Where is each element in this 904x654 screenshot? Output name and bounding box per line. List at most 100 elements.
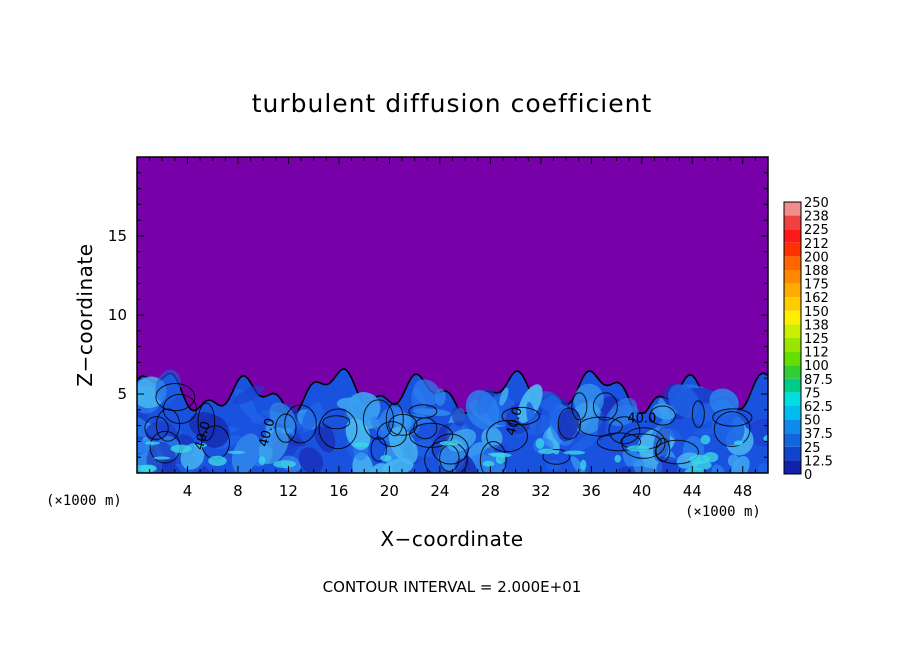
- contour-line: [621, 427, 666, 459]
- colorbar-label: 12.5: [804, 454, 833, 469]
- contour-line: [155, 408, 181, 442]
- contour-line: [596, 432, 642, 452]
- x-tick-label: 48: [733, 482, 752, 500]
- turbulence-eddy: [748, 418, 768, 447]
- colorbar-label: 125: [804, 332, 829, 347]
- turbulence-eddy: [314, 406, 327, 428]
- colorbar-frame: [783, 201, 802, 475]
- contour-line: [542, 448, 571, 465]
- contour-line: [409, 422, 454, 448]
- contour-label: 40.0: [256, 417, 278, 449]
- colorbar-label: 62.5: [804, 400, 833, 415]
- colorbar-label: 87.5: [804, 373, 833, 388]
- x-tick-label: 4: [183, 482, 193, 500]
- x-tick-label: 8: [233, 482, 243, 500]
- colorbar-label: 250: [804, 196, 829, 211]
- colorbar-label: 200: [804, 250, 829, 265]
- contour-line: [578, 416, 623, 437]
- contour-line: [318, 408, 358, 450]
- turbulence-eddy: [563, 450, 586, 455]
- colorbar-label: 25: [804, 441, 821, 456]
- turbulence-eddy: [546, 459, 562, 472]
- x-tick-label: 12: [279, 482, 298, 500]
- turbulence-eddy: [495, 454, 506, 465]
- colorbar-swatch: [784, 283, 801, 298]
- turbulence-eddy: [258, 427, 289, 465]
- turbulence-eddy: [170, 444, 192, 453]
- turbulence-eddy: [258, 456, 266, 465]
- turbulence-eddy: [137, 416, 151, 437]
- turbulence-eddy: [626, 445, 650, 452]
- colorbar-swatch: [784, 256, 801, 270]
- contour-line: [376, 421, 407, 448]
- contour-line: [592, 392, 618, 421]
- contour-line: [649, 405, 676, 426]
- turbulence-eddy: [464, 454, 479, 473]
- y-tick-label: 5: [117, 385, 127, 403]
- colorbar-swatch: [784, 297, 801, 311]
- colorbar-swatch: [784, 351, 801, 366]
- contour-label: 40.0: [192, 420, 214, 452]
- colorbar-label: 138: [804, 318, 829, 333]
- colorbar-swatch: [784, 229, 801, 243]
- x-axis-label: X−coordinate: [380, 527, 523, 551]
- turbulence-eddy: [526, 401, 536, 431]
- x-tick-label: 20: [380, 482, 399, 500]
- x-tick-label: 28: [481, 482, 500, 500]
- colorbar-label: 37.5: [804, 427, 833, 442]
- turbulence-eddy: [580, 459, 587, 471]
- y-axis: 5 10 15: [108, 172, 768, 458]
- colorbar-label: 175: [804, 278, 829, 293]
- colorbar-swatch: [784, 365, 801, 379]
- turbulence-eddy: [557, 408, 579, 442]
- x-axis: 4 8 12 16 20 24 28 32 36 40 44 48: [149, 157, 756, 500]
- turbulence-eddy: [413, 379, 441, 406]
- contour-label: 40.0: [627, 411, 656, 426]
- colorbar-swatch: [784, 338, 801, 352]
- contour-label: 40.0: [504, 406, 526, 438]
- turbulence-eddy: [689, 454, 710, 465]
- contour-line: [654, 439, 699, 465]
- colorbar-label: 112: [804, 346, 829, 361]
- colorbar-swatch: [784, 406, 801, 420]
- contour-line: [370, 436, 387, 462]
- colorbar-swatch: [784, 242, 801, 257]
- y-tick-label: 10: [108, 306, 127, 324]
- turbulence-eddy: [393, 412, 412, 432]
- contour-line: [385, 402, 404, 437]
- colorbar-label: 188: [804, 264, 829, 279]
- turbulence-eddy: [700, 434, 711, 445]
- colorbar-swatch: [784, 378, 801, 393]
- turbulence-eddy: [711, 409, 745, 446]
- colorbar-label: 50: [804, 414, 821, 429]
- colorbar-swatch: [784, 202, 801, 216]
- chart-title: turbulent diffusion coefficient: [252, 89, 653, 118]
- turbulence-eddy: [194, 442, 207, 448]
- colorbar-label: 238: [804, 210, 829, 225]
- turbulence-eddy: [535, 438, 545, 449]
- turbulence-eddy: [371, 463, 394, 473]
- turbulence-eddy: [273, 460, 296, 468]
- contour-line: [479, 440, 507, 473]
- contour-line: [388, 413, 418, 436]
- colorbar-label: 0: [804, 468, 812, 483]
- colorbar-label: 75: [804, 386, 821, 401]
- contour-line: [712, 408, 753, 427]
- turbulence-eddy: [352, 452, 374, 473]
- turbulence-eddy: [614, 454, 621, 463]
- turbulence-field: 40.0 40.0 40.0 40.0: [137, 368, 768, 473]
- contour-line: [608, 416, 641, 445]
- x-tick-label: 44: [683, 482, 702, 500]
- contour-line: [155, 382, 196, 412]
- colorbar-swatch: [784, 433, 801, 447]
- turbulence-eddy: [668, 428, 682, 441]
- contour-line: [137, 368, 768, 414]
- turbulence-eddy: [233, 385, 265, 405]
- x-unit-right: (×1000 m): [685, 504, 761, 520]
- turbulence-eddy: [227, 450, 245, 454]
- colorbar-label: 212: [804, 237, 829, 252]
- turbulence-eddy: [570, 456, 586, 473]
- turbulence-eddy: [684, 467, 705, 473]
- contour-line: [557, 407, 581, 440]
